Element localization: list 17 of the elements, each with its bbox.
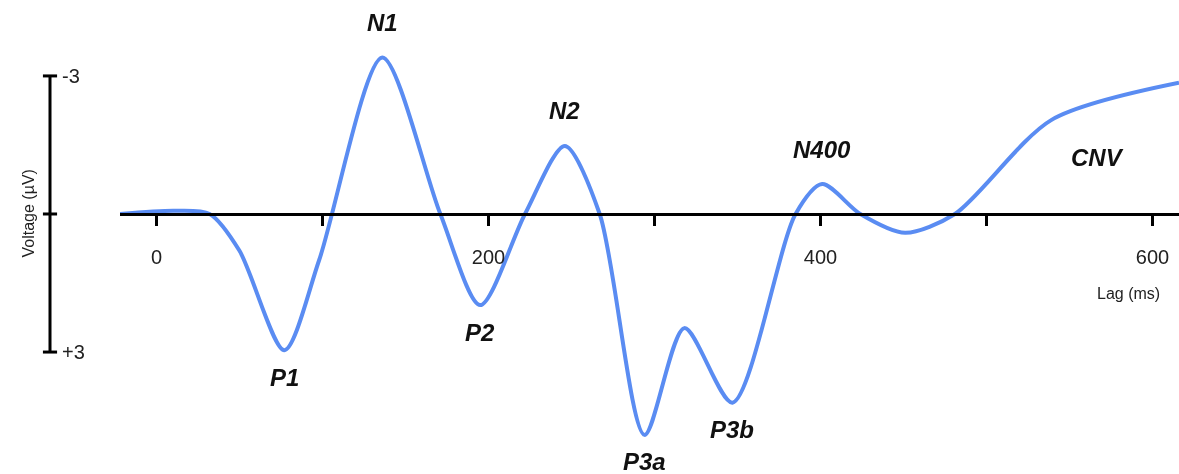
x-tick-label: 600	[1135, 245, 1170, 268]
line-series	[120, 55, 1179, 437]
annotation: N1	[367, 9, 398, 36]
annotation: CNV	[1071, 144, 1124, 171]
y-tick-label: -3	[62, 65, 80, 87]
x-tick-label: 0	[150, 245, 163, 268]
annotation: P3b	[710, 416, 755, 443]
x-axis-title: Lag (ms)	[1097, 285, 1161, 302]
x-tick-label: 400	[803, 245, 838, 268]
y-tick-label: +3	[62, 341, 85, 363]
y-axis-title: Voltage (µV)	[19, 169, 37, 258]
annotation: P1	[270, 364, 300, 391]
annotation: N400	[793, 136, 852, 163]
annotation: P2	[465, 319, 496, 346]
annotation: N2	[549, 97, 581, 124]
x-tick-label: 200	[471, 245, 506, 268]
annotation: P3a	[623, 448, 666, 474]
